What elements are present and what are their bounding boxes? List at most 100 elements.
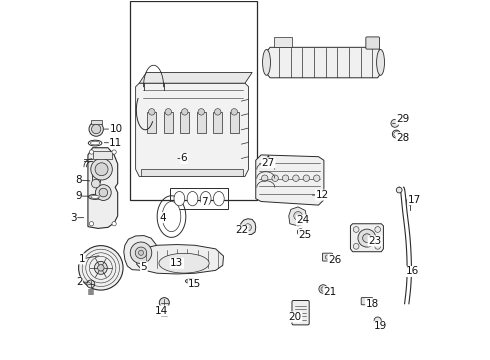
Circle shape: [358, 229, 376, 247]
Ellipse shape: [377, 49, 385, 75]
Polygon shape: [139, 72, 252, 83]
Circle shape: [92, 125, 101, 134]
Polygon shape: [137, 244, 223, 274]
FancyBboxPatch shape: [322, 253, 333, 261]
Ellipse shape: [187, 280, 194, 282]
Bar: [230, 112, 239, 134]
Polygon shape: [266, 47, 381, 78]
Text: 9: 9: [75, 191, 81, 201]
Circle shape: [112, 222, 116, 226]
Circle shape: [198, 109, 204, 115]
Circle shape: [96, 185, 111, 201]
Text: 7: 7: [201, 197, 208, 207]
Text: 6: 6: [181, 153, 187, 163]
Ellipse shape: [200, 192, 211, 206]
Circle shape: [95, 163, 108, 176]
Circle shape: [245, 224, 251, 231]
Circle shape: [159, 298, 170, 308]
Polygon shape: [289, 207, 307, 226]
Circle shape: [374, 317, 381, 324]
Circle shape: [139, 250, 144, 255]
Text: 13: 13: [170, 258, 183, 268]
Text: 4: 4: [159, 213, 166, 222]
Text: 29: 29: [396, 114, 410, 124]
Circle shape: [135, 247, 147, 258]
Ellipse shape: [187, 192, 198, 206]
Bar: [147, 112, 156, 134]
Circle shape: [89, 222, 94, 226]
Text: 20: 20: [289, 312, 302, 322]
Text: 12: 12: [316, 190, 329, 200]
Circle shape: [303, 175, 310, 181]
Ellipse shape: [159, 253, 209, 273]
Bar: [129, 1, 257, 200]
Text: 5: 5: [141, 262, 147, 272]
Bar: [197, 112, 205, 134]
Polygon shape: [136, 83, 248, 176]
Bar: [214, 112, 222, 134]
Polygon shape: [124, 235, 158, 270]
Polygon shape: [162, 202, 181, 231]
Circle shape: [396, 187, 402, 193]
Circle shape: [375, 243, 381, 249]
Circle shape: [321, 287, 325, 291]
Circle shape: [130, 242, 152, 264]
Circle shape: [353, 243, 359, 249]
Text: 22: 22: [235, 225, 248, 235]
Circle shape: [98, 265, 104, 271]
Circle shape: [262, 175, 268, 181]
Bar: [164, 112, 172, 134]
Circle shape: [272, 175, 278, 181]
Circle shape: [231, 109, 238, 115]
Text: 18: 18: [366, 299, 379, 309]
FancyBboxPatch shape: [361, 298, 373, 305]
Circle shape: [391, 120, 399, 127]
Circle shape: [375, 226, 381, 232]
Circle shape: [99, 188, 108, 197]
Ellipse shape: [394, 132, 399, 136]
Circle shape: [297, 229, 304, 235]
Polygon shape: [88, 148, 118, 228]
Text: 11: 11: [109, 138, 122, 148]
Text: 28: 28: [396, 133, 410, 143]
Text: 8: 8: [75, 175, 81, 185]
Polygon shape: [241, 219, 256, 234]
Circle shape: [95, 261, 107, 274]
Polygon shape: [256, 155, 324, 205]
Text: 16: 16: [406, 266, 419, 276]
Circle shape: [181, 109, 188, 115]
Circle shape: [314, 175, 320, 181]
Polygon shape: [274, 37, 292, 47]
Text: 14: 14: [155, 306, 169, 316]
Text: 21: 21: [324, 287, 337, 297]
Bar: [171, 188, 228, 210]
Bar: [93, 151, 112, 159]
Bar: [91, 121, 101, 124]
Text: 26: 26: [328, 255, 341, 265]
Polygon shape: [350, 224, 383, 252]
Circle shape: [148, 109, 155, 115]
Ellipse shape: [91, 195, 99, 198]
Circle shape: [363, 234, 371, 242]
Ellipse shape: [174, 192, 185, 206]
FancyBboxPatch shape: [292, 301, 309, 325]
Text: 23: 23: [368, 236, 381, 246]
Circle shape: [91, 158, 112, 180]
Circle shape: [215, 109, 221, 115]
Circle shape: [282, 175, 289, 181]
Text: 17: 17: [408, 195, 421, 205]
Circle shape: [89, 122, 103, 136]
Text: 2: 2: [76, 277, 83, 287]
Circle shape: [87, 280, 95, 288]
Bar: [180, 112, 189, 134]
Circle shape: [293, 175, 299, 181]
Circle shape: [92, 179, 100, 188]
Ellipse shape: [214, 192, 224, 206]
Circle shape: [319, 285, 327, 293]
Circle shape: [406, 198, 414, 205]
Ellipse shape: [263, 49, 270, 75]
Text: 25: 25: [298, 230, 312, 239]
Ellipse shape: [91, 141, 100, 145]
Circle shape: [89, 150, 94, 154]
Text: 10: 10: [109, 124, 122, 134]
